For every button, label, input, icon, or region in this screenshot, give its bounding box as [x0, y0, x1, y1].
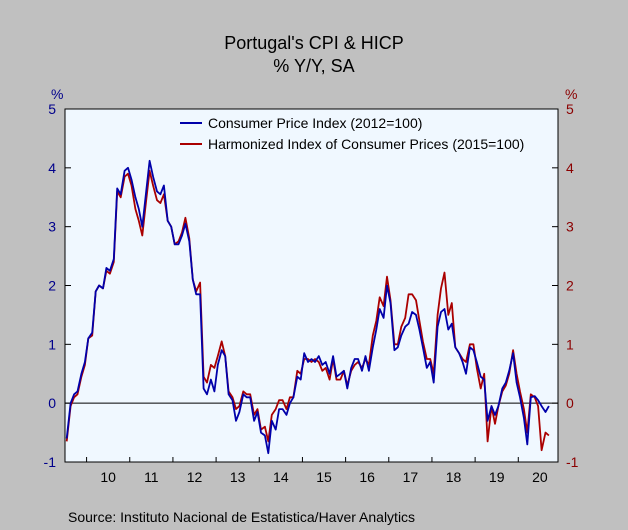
- x-tick-label: 12: [187, 469, 203, 485]
- x-tick-label: 17: [403, 469, 419, 485]
- y-tick-label-left: 5: [48, 101, 56, 117]
- y-tick-label-left: -1: [44, 454, 57, 470]
- x-tick-label: 20: [532, 469, 548, 485]
- y-tick-label-right: -1: [566, 454, 579, 470]
- y-tick-label-right: 0: [566, 395, 574, 411]
- x-tick-label: 14: [273, 469, 289, 485]
- y-tick-label-right: 2: [566, 278, 574, 294]
- y-tick-label-left: 3: [48, 219, 56, 235]
- y-tick-label-left: 4: [48, 160, 56, 176]
- x-tick-label: 15: [316, 469, 332, 485]
- x-tick-label: 16: [359, 469, 375, 485]
- chart-title: Portugal's CPI & HICP: [224, 33, 404, 53]
- legend-label: Consumer Price Index (2012=100): [208, 115, 422, 131]
- y-tick-label-left: 0: [48, 395, 56, 411]
- x-tick-label: 18: [446, 469, 462, 485]
- right-axis-unit: %: [565, 86, 577, 102]
- left-axis-unit: %: [51, 86, 63, 102]
- x-tick-label: 11: [144, 469, 159, 485]
- plot-area: [64, 108, 559, 463]
- x-tick-label: 13: [230, 469, 246, 485]
- y-tick-label-right: 1: [566, 336, 574, 352]
- y-tick-label-left: 2: [48, 278, 56, 294]
- legend-label: Harmonized Index of Consumer Prices (201…: [208, 136, 524, 152]
- y-tick-label-left: 1: [48, 336, 56, 352]
- x-tick-label: 19: [489, 469, 505, 485]
- x-tick-label: 10: [100, 469, 116, 485]
- y-tick-label-right: 4: [566, 160, 574, 176]
- source-note: Source: Instituto Nacional de Estatistic…: [68, 509, 416, 525]
- y-tick-label-right: 3: [566, 219, 574, 235]
- cpi-series-line: [65, 159, 550, 455]
- y-tick-label-right: 5: [566, 101, 574, 117]
- chart-subtitle: % Y/Y, SA: [273, 56, 355, 76]
